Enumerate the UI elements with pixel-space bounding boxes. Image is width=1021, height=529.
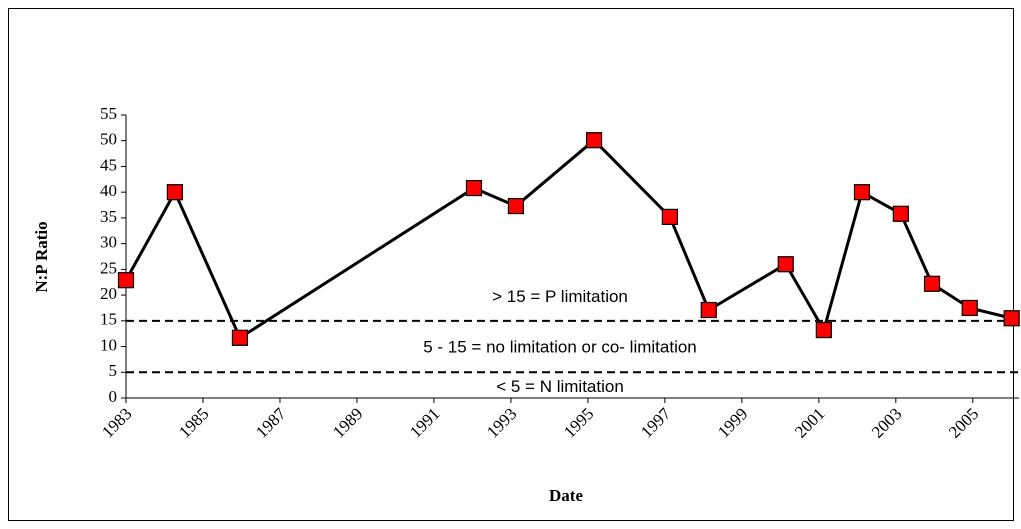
data-point bbox=[166, 184, 183, 201]
data-point bbox=[585, 132, 603, 149]
data-point bbox=[231, 329, 249, 346]
y-tick-label: 40 bbox=[100, 181, 117, 200]
y-tick-label: 20 bbox=[100, 284, 117, 303]
y-tick-label: 45 bbox=[100, 155, 117, 174]
y-tick-label: 25 bbox=[100, 258, 117, 277]
chart-frame bbox=[8, 8, 1014, 521]
data-point bbox=[853, 184, 871, 201]
data-point bbox=[923, 275, 941, 292]
y-tick-label: 35 bbox=[100, 207, 117, 226]
y-axis-label: N:P Ratio bbox=[32, 221, 51, 292]
x-axis-label: Date bbox=[549, 486, 583, 505]
y-tick-label: 55 bbox=[100, 104, 117, 123]
data-point bbox=[892, 205, 909, 222]
y-tick-label: 5 bbox=[109, 361, 118, 380]
data-point bbox=[465, 179, 483, 197]
y-tick-label: 0 bbox=[109, 387, 118, 406]
data-point bbox=[507, 197, 525, 215]
data-point bbox=[1003, 310, 1020, 327]
y-tick-label: 15 bbox=[100, 310, 117, 329]
data-point bbox=[700, 301, 717, 319]
annotation: 5 - 15 = no limitation or co- limitation bbox=[423, 338, 697, 357]
data-point bbox=[815, 321, 832, 339]
data-point bbox=[117, 272, 135, 289]
annotation: < 5 = N limitation bbox=[496, 377, 624, 396]
data-point bbox=[961, 299, 978, 317]
data-point bbox=[661, 208, 678, 225]
y-tick-label: 10 bbox=[100, 335, 117, 354]
data-point bbox=[777, 256, 794, 273]
y-tick-label: 50 bbox=[100, 130, 117, 149]
annotation: > 15 = P limitation bbox=[492, 287, 628, 306]
y-tick-label: 30 bbox=[100, 233, 117, 252]
